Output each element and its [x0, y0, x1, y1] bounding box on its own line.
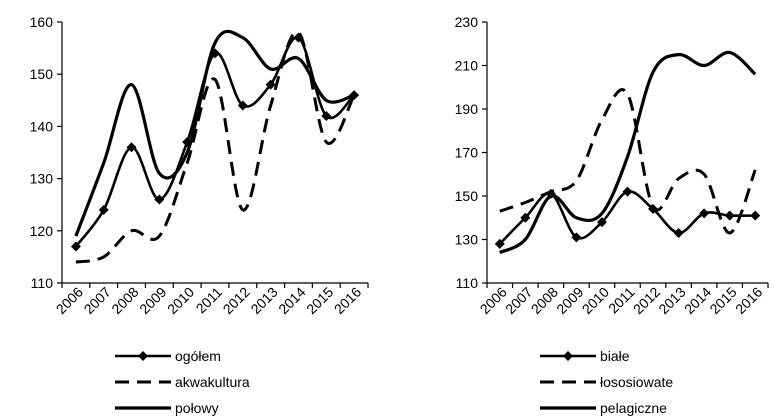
data-point-marker	[571, 232, 582, 243]
y-tick-label: 230	[455, 14, 479, 30]
data-point-marker	[699, 208, 710, 219]
x-tick-label: 2008	[108, 284, 141, 317]
x-tick-label: 2007	[502, 284, 535, 317]
x-tick-label: 2006	[53, 284, 86, 317]
y-tick-label: 130	[455, 232, 479, 248]
x-tick-label: 2010	[164, 284, 197, 317]
data-point-marker	[596, 217, 607, 228]
y-tick-label: 110	[31, 275, 54, 291]
x-tick-label: 2014	[681, 284, 714, 317]
data-point-marker	[622, 186, 633, 197]
x-tick-label: 2008	[528, 284, 561, 317]
legend-label: ogółem	[175, 348, 221, 364]
data-point-marker	[321, 110, 332, 121]
x-tick-label: 2015	[706, 284, 739, 317]
x-tick-label: 2011	[605, 284, 638, 317]
x-tick-label: 2009	[136, 284, 169, 317]
legend-marker	[563, 351, 573, 361]
legend-label: białe	[600, 348, 630, 364]
data-point-marker	[724, 210, 735, 221]
data-point-marker	[750, 210, 761, 221]
x-tick-label: 2012	[630, 284, 663, 317]
legend-label: łososiowate	[600, 374, 673, 390]
x-tick-label: 2014	[275, 284, 308, 317]
data-point-marker	[494, 238, 505, 249]
x-tick-label: 2012	[220, 284, 253, 317]
y-tick-label: 130	[30, 171, 54, 187]
y-tick-label: 140	[30, 118, 54, 134]
x-tick-label: 2016	[732, 284, 765, 317]
series-line-łososiowate	[499, 88, 757, 235]
y-tick-label: 160	[30, 14, 54, 30]
y-tick-label: 150	[30, 66, 54, 82]
legend-label: akwakultura	[175, 374, 250, 390]
data-point-marker	[520, 212, 531, 223]
x-tick-label: 2006	[477, 284, 510, 317]
x-tick-label: 2016	[331, 284, 364, 317]
data-point-marker	[98, 204, 109, 215]
series-line-ogółem	[74, 36, 356, 248]
y-tick-label: 170	[455, 145, 479, 161]
series-line-połowy	[74, 29, 355, 237]
legend-marker	[138, 351, 148, 361]
x-tick-label: 2013	[655, 284, 688, 317]
data-point-marker	[673, 227, 684, 238]
x-tick-label: 2010	[579, 284, 612, 317]
data-point-marker	[237, 100, 248, 111]
series-line-akwakultura	[75, 30, 356, 264]
x-tick-label: 2011	[193, 284, 226, 317]
y-tick-label: 150	[455, 188, 479, 204]
y-tick-label: 110	[456, 275, 479, 291]
x-tick-label: 2013	[247, 284, 280, 317]
data-point-marker	[70, 241, 81, 252]
data-point-marker	[154, 194, 165, 205]
x-tick-label: 2009	[553, 284, 586, 317]
legend-label: połowy	[175, 400, 219, 416]
series-line-pelagiczne	[499, 50, 757, 255]
x-tick-label: 2007	[81, 284, 114, 317]
y-tick-label: 210	[455, 58, 479, 74]
y-tick-label: 190	[455, 101, 479, 117]
data-point-marker	[265, 79, 276, 90]
x-tick-label: 2015	[303, 284, 336, 317]
data-point-marker	[126, 142, 137, 153]
legend-label: pelagiczne	[600, 400, 667, 416]
chart-right: 1101301501701902102302006200720082009201…	[455, 14, 769, 416]
y-tick-label: 120	[30, 223, 54, 239]
chart-left: 1101201301401501602006200720082009201020…	[30, 14, 369, 416]
